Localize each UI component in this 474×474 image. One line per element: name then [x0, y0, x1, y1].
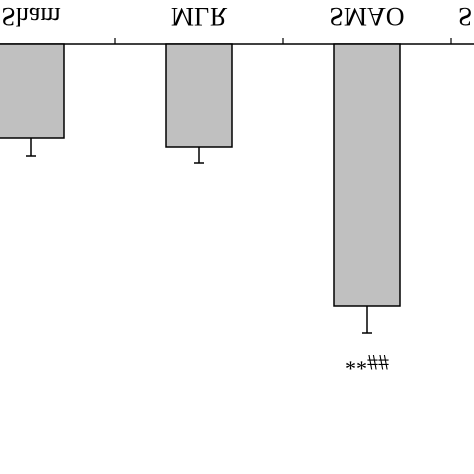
bar: [165, 43, 233, 148]
x-tick-label: MLR: [171, 2, 228, 31]
annotation: **##: [345, 350, 389, 375]
bar: [333, 43, 401, 307]
x-tick-label: S: [458, 2, 472, 31]
bar: [0, 43, 65, 139]
x-tick-label: SMAO: [329, 2, 404, 31]
x-tick-label: Sham: [1, 2, 60, 31]
